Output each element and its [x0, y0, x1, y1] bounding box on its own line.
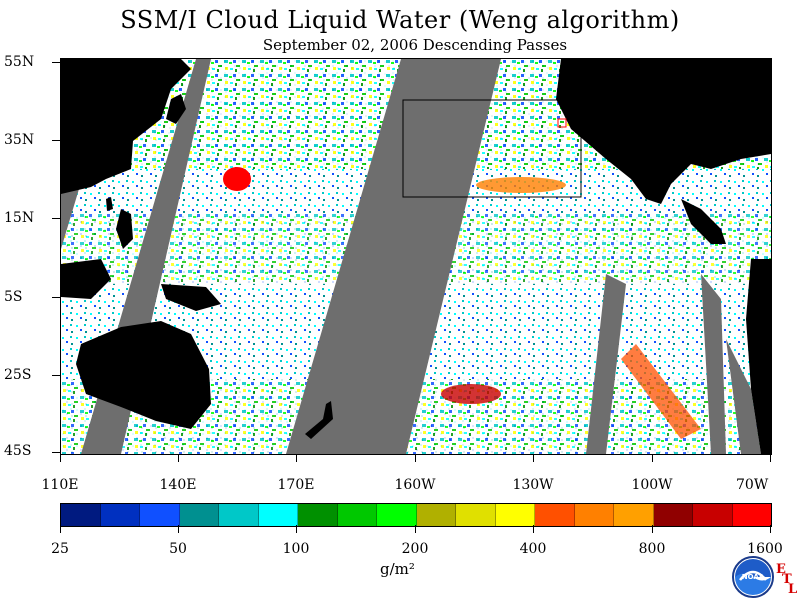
lat-label-5s: 5S [4, 289, 23, 305]
colorbar-swatch [416, 504, 456, 526]
philippines-landmass [116, 209, 133, 249]
lat-label-15n: 15N [4, 210, 35, 226]
lon-tick [178, 454, 179, 462]
lat-tick [52, 62, 60, 63]
lon-label-70w: 70W [736, 477, 769, 493]
new-guinea-landmass [161, 284, 221, 311]
south-america-landmass [746, 259, 771, 454]
colorbar-swatch [219, 504, 259, 526]
colorbar-tick [60, 525, 61, 533]
colorbar-swatch [653, 504, 693, 526]
lon-tick [60, 454, 61, 462]
lon-tick [652, 454, 653, 462]
etl-letter-e: E [776, 562, 786, 577]
lat-label-45s: 45S [4, 443, 32, 459]
colorbar-swatch [179, 504, 219, 526]
marker-box [557, 118, 567, 128]
lat-tick [52, 140, 60, 141]
colorbar-tick [770, 525, 771, 533]
noaa-logo-text: NOAA [742, 573, 765, 581]
lon-label-160w: 160W [394, 477, 436, 493]
australia-landmass [76, 321, 211, 429]
japan-landmass [166, 94, 186, 124]
colorbar-swatch [61, 504, 101, 526]
colorbar-label-50: 50 [169, 541, 187, 557]
storm-south-pacific [441, 384, 501, 404]
chart-subtitle: September 02, 2006 Descending Passes [262, 36, 568, 54]
analysis-subset-box [402, 99, 582, 198]
noaa-logo-icon: NOAA [732, 556, 774, 598]
colorbar-tick [652, 525, 653, 533]
new-zealand-landmass [305, 401, 333, 439]
storm-band-central [476, 177, 566, 193]
colorbar-swatch [258, 504, 298, 526]
colorbar-tick [415, 525, 416, 533]
map-panel [60, 58, 772, 455]
lat-label-55n: 55N [4, 54, 35, 70]
colorbar-label-25: 25 [51, 541, 69, 557]
lat-tick [52, 452, 60, 453]
colorbar-swatch [693, 504, 733, 526]
colorbar-swatch [140, 504, 180, 526]
colorbar-swatch [456, 504, 496, 526]
colorbar-label-200: 200 [401, 541, 429, 557]
etl-letter-t: T [782, 572, 792, 587]
colorbar [60, 503, 772, 527]
lat-tick [52, 375, 60, 376]
lon-label-110e: 110E [41, 477, 79, 493]
lat-label-35n: 35N [4, 132, 35, 148]
lat-tick [52, 297, 60, 298]
lat-label-25s: 25S [4, 367, 32, 383]
colorbar-swatch [535, 504, 575, 526]
colorbar-swatch [495, 504, 535, 526]
lon-tick [296, 454, 297, 462]
lon-label-130w: 130W [512, 477, 554, 493]
chart-title: SSM/I Cloud Liquid Water (Weng algorithm… [120, 6, 680, 34]
lon-label-170e: 170E [277, 477, 315, 493]
taiwan-landmass [106, 197, 113, 211]
colorbar-swatch [574, 504, 614, 526]
colorbar-units: g/m² [380, 560, 415, 578]
colorbar-swatch [337, 504, 377, 526]
lon-tick [533, 454, 534, 462]
colorbar-swatch [377, 504, 417, 526]
north-america-landmass [556, 59, 771, 204]
colorbar-swatch [100, 504, 140, 526]
colorbar-tick [533, 525, 534, 533]
colorbar-tick [296, 525, 297, 533]
colorbar-tick [178, 525, 179, 533]
colorbar-label-1600: 1600 [747, 541, 783, 557]
colorbar-label-400: 400 [519, 541, 547, 557]
colorbar-label-800: 800 [638, 541, 666, 557]
etl-letter-l: L [788, 582, 798, 597]
lon-tick [770, 454, 771, 462]
landmasses [61, 59, 771, 454]
lon-tick [415, 454, 416, 462]
asia-landmass [61, 59, 191, 194]
colorbar-swatch [732, 504, 771, 526]
central-america-landmass [681, 199, 726, 244]
lat-tick [52, 218, 60, 219]
front-southeast-pacific [621, 344, 701, 439]
colorbar-swatch [614, 504, 654, 526]
borneo-landmass [61, 259, 111, 299]
lon-label-140e: 140E [159, 477, 197, 493]
lon-label-100w: 100W [631, 477, 673, 493]
storm-west-pacific [223, 167, 251, 191]
map-svg [61, 59, 771, 454]
colorbar-label-100: 100 [282, 541, 310, 557]
colorbar-swatch [298, 504, 338, 526]
